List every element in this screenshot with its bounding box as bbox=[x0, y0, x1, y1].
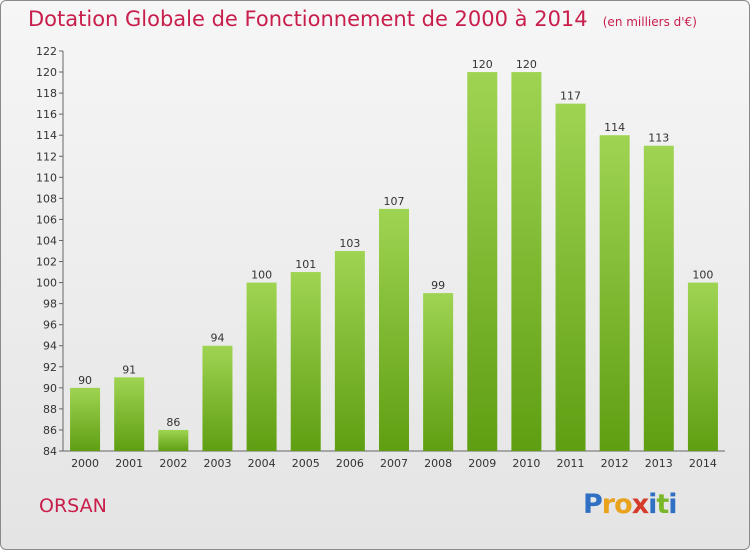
y-tick-label: 108 bbox=[36, 192, 57, 205]
bar bbox=[114, 377, 145, 451]
bar-value-label: 114 bbox=[604, 121, 625, 134]
x-tick-label: 2012 bbox=[601, 457, 629, 470]
chart-unit: (en milliers d'€) bbox=[602, 15, 697, 29]
logo-letter: P bbox=[583, 489, 603, 520]
bar-value-label: 99 bbox=[431, 279, 445, 292]
bar bbox=[379, 208, 409, 451]
y-tick-label: 100 bbox=[36, 277, 57, 290]
bar bbox=[334, 251, 365, 451]
y-axis-ticks: 84 86 88 90 92 94 96 98 100 102 104 106 108 110 112 114… bbox=[36, 45, 63, 458]
x-tick-label: 2013 bbox=[645, 457, 673, 470]
bar-value-label: 91 bbox=[122, 363, 136, 376]
bar bbox=[511, 72, 542, 451]
y-tick-label: 112 bbox=[36, 150, 57, 163]
y-tick-label: 120 bbox=[36, 66, 57, 79]
x-tick-label: 2000 bbox=[71, 457, 99, 470]
y-tick-label: 92 bbox=[43, 361, 57, 374]
y-tick-label: 86 bbox=[43, 424, 57, 437]
x-tick-label: 2004 bbox=[248, 457, 276, 470]
x-tick-label: 2009 bbox=[468, 457, 496, 470]
logo-letter: i bbox=[668, 489, 677, 520]
x-tick-label: 2014 bbox=[689, 457, 717, 470]
x-axis-ticks: 2000 2001 2002 2003 2004 2005 2006 2007 2008 2009… bbox=[71, 457, 717, 470]
bar-value-label: 120 bbox=[472, 58, 493, 71]
y-tick-label: 118 bbox=[36, 87, 57, 100]
x-tick-label: 2003 bbox=[203, 457, 231, 470]
y-tick-label: 94 bbox=[43, 340, 57, 353]
bar bbox=[290, 272, 321, 451]
bar-value-label: 100 bbox=[251, 269, 272, 282]
bars: 90 91 86 94 100 101 103 107 99 120 120 117 114 113 100 bbox=[70, 58, 718, 452]
y-tick-label: 90 bbox=[43, 382, 57, 395]
x-tick-label: 2005 bbox=[292, 457, 320, 470]
y-tick-label: 110 bbox=[36, 171, 57, 184]
proxiti-logo[interactable]: Proxiti bbox=[583, 489, 678, 520]
bar-value-label: 113 bbox=[648, 132, 669, 145]
x-tick-label: 2008 bbox=[424, 457, 452, 470]
bar bbox=[643, 145, 674, 451]
bar-value-label: 86 bbox=[166, 416, 180, 429]
bar bbox=[467, 72, 498, 451]
bar-value-label: 103 bbox=[339, 237, 360, 250]
bar-value-label: 100 bbox=[692, 269, 713, 282]
bar-value-label: 90 bbox=[78, 374, 92, 387]
bar bbox=[70, 387, 101, 451]
bar-value-label: 94 bbox=[210, 332, 224, 345]
bar bbox=[246, 282, 277, 451]
x-tick-label: 2002 bbox=[159, 457, 187, 470]
commune-name: ORSAN bbox=[39, 495, 107, 517]
bar-value-label: 117 bbox=[560, 90, 581, 103]
y-tick-label: 106 bbox=[36, 213, 57, 226]
y-tick-label: 88 bbox=[43, 403, 57, 416]
bar-value-label: 107 bbox=[384, 195, 405, 208]
logo-letter: o bbox=[614, 489, 633, 520]
y-tick-label: 104 bbox=[36, 234, 57, 247]
bar bbox=[202, 345, 233, 451]
x-tick-label: 2010 bbox=[512, 457, 540, 470]
y-tick-label: 114 bbox=[36, 129, 57, 142]
bar-value-label: 101 bbox=[295, 258, 316, 271]
bar bbox=[687, 282, 718, 451]
y-tick-label: 102 bbox=[36, 256, 57, 269]
bar-value-label: 120 bbox=[516, 58, 537, 71]
logo-letter: i bbox=[648, 489, 657, 520]
logo-letter: t bbox=[656, 489, 669, 520]
x-tick-label: 2001 bbox=[115, 457, 143, 470]
bar bbox=[555, 103, 586, 451]
chart-title: Dotation Globale de Fonctionnement de 20… bbox=[28, 7, 588, 31]
y-tick-label: 84 bbox=[43, 445, 57, 458]
logo-letter: x bbox=[631, 489, 649, 520]
logo-letter: r bbox=[601, 489, 615, 520]
x-tick-label: 2006 bbox=[336, 457, 364, 470]
x-tick-label: 2011 bbox=[557, 457, 585, 470]
x-tick-label: 2007 bbox=[380, 457, 408, 470]
bar bbox=[423, 293, 454, 451]
y-tick-label: 116 bbox=[36, 108, 57, 121]
bar bbox=[158, 429, 189, 451]
y-tick-label: 98 bbox=[43, 298, 57, 311]
bar bbox=[599, 135, 630, 452]
title-row: Dotation Globale de Fonctionnement de 20… bbox=[28, 7, 697, 31]
y-tick-label: 96 bbox=[43, 319, 57, 332]
y-tick-label: 122 bbox=[36, 45, 57, 58]
